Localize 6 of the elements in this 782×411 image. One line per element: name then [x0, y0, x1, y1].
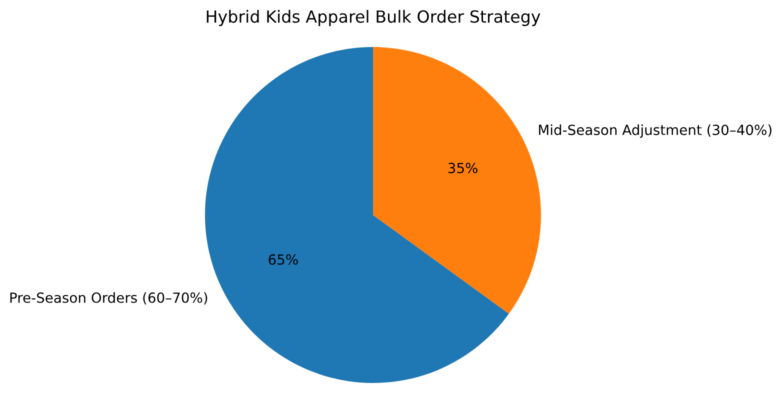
data-label: 35% [448, 162, 478, 174]
pie-slice [373, 47, 541, 314]
data-label: 65% [268, 254, 298, 265]
slice-label: Mid-Season Adjustment (30–40%) [539, 124, 772, 138]
chart-title: Hybrid Kids Apparel Bulk Order Strategy [206, 10, 540, 26]
slice-label: Pre-Season Orders (60–70%) [10, 292, 208, 305]
